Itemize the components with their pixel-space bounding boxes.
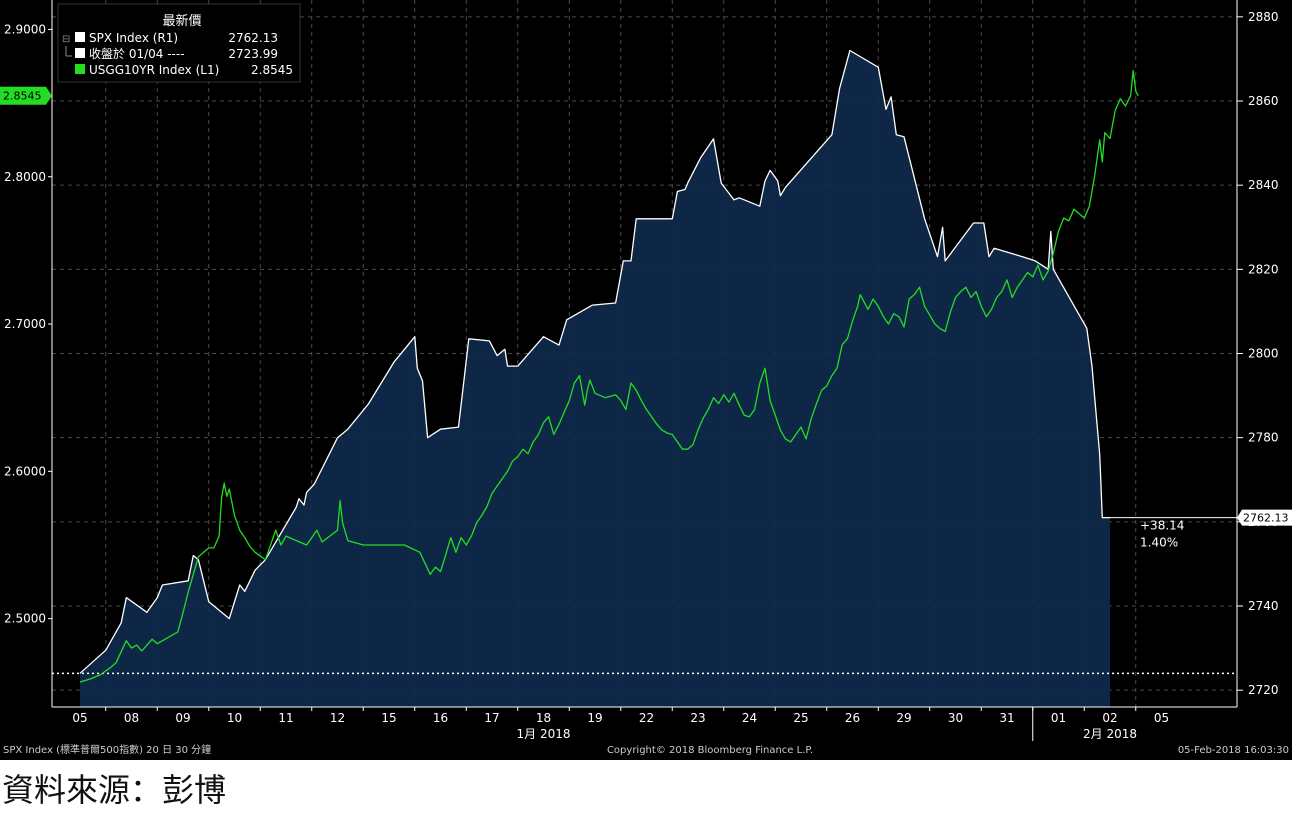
x-axis-tick-label: 24 — [742, 711, 757, 725]
legend-swatch-close — [75, 48, 85, 58]
x-axis-tick-label: 08 — [124, 711, 139, 725]
usgg10yr-series-line — [79, 70, 1139, 683]
x-axis-tick-label: 16 — [433, 711, 448, 725]
x-axis-tick-label: 22 — [639, 711, 654, 725]
right-axis-tick-label: 2740 — [1248, 599, 1279, 613]
legend-swatch-spx — [75, 32, 85, 42]
right-axis-tick-label: 2820 — [1248, 262, 1279, 276]
right-axis-tick-label: 2720 — [1248, 683, 1279, 697]
x-axis-month-label: 2月 2018 — [1083, 727, 1137, 741]
right-axis-tick-label: 2840 — [1248, 178, 1279, 192]
legend-value-close: 2723.99 — [228, 47, 278, 61]
usgg10yr-last-value-badge — [0, 86, 52, 105]
x-axis-tick-label: 29 — [896, 711, 911, 725]
legend-value-spx: 2762.13 — [228, 31, 278, 45]
footer-copyright: Copyright© 2018 Bloomberg Finance L.P. — [607, 745, 813, 756]
source-caption: 資料來源：彭博 — [2, 771, 227, 809]
plot-area — [52, 49, 1237, 707]
x-axis-tick-label: 23 — [690, 711, 705, 725]
left-axis-tick-label: 2.6000 — [4, 464, 46, 478]
left-axis-tick-label: 2.5000 — [4, 612, 46, 626]
x-axis-tick-label: 26 — [845, 711, 860, 725]
x-axis-tick-label: 10 — [227, 711, 242, 725]
legend-label-close: 收盤於 01/04 ---- — [89, 46, 185, 61]
x-axis-tick-label: 19 — [587, 711, 602, 725]
right-axis-tick-label: 2880 — [1248, 10, 1279, 24]
x-axis-tick-label: 30 — [948, 711, 963, 725]
right-axis-tick-label: 2780 — [1248, 431, 1279, 445]
footer-timestamp: 05-Feb-2018 16:03:30 — [1178, 745, 1289, 756]
x-axis-tick-label: 02 — [1102, 711, 1117, 725]
left-axis-tick-label: 2.9000 — [4, 22, 46, 36]
x-axis-tick-label: 05 — [72, 711, 87, 725]
spx-series-line — [79, 49, 1110, 674]
legend-collapse-icon: ⊟ — [62, 34, 70, 45]
legend-background — [57, 3, 301, 83]
spx-area-fill — [80, 50, 1110, 707]
chart-panel: 2.5000 2.6000 2.7000 2.8000 2.9000 2.8545 2720… — [0, 0, 1292, 760]
legend-header: 最新價 — [162, 13, 201, 29]
left-axis-tick-label: 2.8000 — [4, 170, 46, 184]
chart-footer: SPX Index (標準普爾500指數) 20 日 30 分鐘 Copyrig… — [3, 743, 1289, 756]
x-axis-tick-label: 25 — [793, 711, 808, 725]
spx-last-value-label: 2762.13 — [1243, 512, 1289, 525]
spx-last-value-badge — [1237, 509, 1292, 526]
chart-svg: 2.5000 2.6000 2.7000 2.8000 2.9000 2.8545 2720… — [0, 0, 1292, 756]
x-axis-tick-label: 17 — [484, 711, 499, 725]
x-axis-tick-label: 05 — [1154, 711, 1169, 725]
legend: 最新價 ⊟ SPX Index (R1) 2762.13 收盤於 01/04 -… — [57, 3, 301, 83]
usgg10yr-last-value-label: 2.8545 — [3, 90, 42, 103]
legend-swatch-usgg — [75, 64, 85, 74]
right-axis-tick-label: 2860 — [1248, 94, 1279, 108]
left-axis-tick-label: 2.7000 — [4, 317, 46, 331]
x-axis-tick-label: 11 — [278, 711, 293, 725]
x-axis-month-label: 1月 2018 — [517, 727, 571, 741]
legend-label-spx: SPX Index (R1) — [89, 31, 178, 45]
axes: 2.5000 2.6000 2.7000 2.8000 2.9000 2.8545 2720… — [0, 0, 1292, 741]
x-axis-tick-label: 18 — [536, 711, 551, 725]
change-annotation-value: +38.14 — [1140, 519, 1184, 533]
x-axis-tick-label: 09 — [175, 711, 190, 725]
footer-left-text: SPX Index (標準普爾500指數) 20 日 30 分鐘 — [3, 743, 211, 756]
x-axis-tick-label: 31 — [999, 711, 1014, 725]
change-annotation-percent: 1.40% — [1140, 536, 1178, 550]
right-axis-tick-label: 2800 — [1248, 347, 1279, 361]
x-axis-tick-label: 15 — [381, 711, 396, 725]
x-axis-tick-label: 01 — [1051, 711, 1066, 725]
legend-label-usgg: USGG10YR Index (L1) — [89, 63, 219, 77]
legend-value-usgg: 2.8545 — [251, 63, 293, 77]
x-axis-tick-label: 12 — [330, 711, 345, 725]
